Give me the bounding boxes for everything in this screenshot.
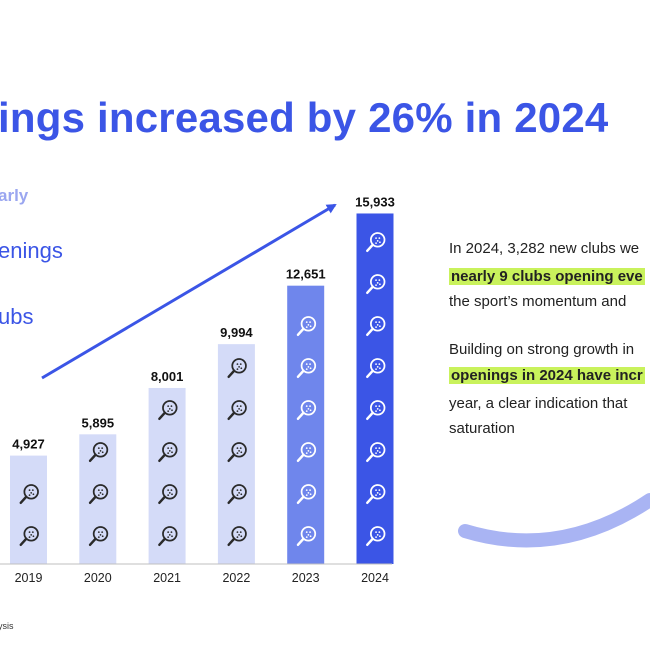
x-tick-label: 2024 xyxy=(361,571,389,585)
bar-value-label: 12,651 xyxy=(286,267,326,282)
paragraph-2-line-1: Building on strong growth in xyxy=(449,341,635,358)
x-tick-label: 2020 xyxy=(84,571,112,585)
bar-2023 xyxy=(287,285,325,564)
bar-value-label: 5,895 xyxy=(82,415,115,430)
x-tick-label: 2021 xyxy=(153,571,181,585)
bar-value-label: 9,994 xyxy=(220,325,253,340)
x-tick-label: 2023 xyxy=(292,571,320,585)
bar-2020 xyxy=(79,434,117,564)
page-title: ings increased by 26% in 2024 xyxy=(0,94,609,141)
paragraph-2-line-4: saturation xyxy=(449,420,515,437)
bar-2021 xyxy=(148,387,186,564)
legend-item-2: enings xyxy=(0,238,63,263)
bar-2024 xyxy=(356,213,394,564)
x-tick-label: 2022 xyxy=(222,571,250,585)
highlight-text: openings in 2024 have incr xyxy=(449,367,645,384)
paragraph-2-line-2: openings in 2024 have incr xyxy=(449,366,645,386)
paragraph-1-line-1: In 2024, 3,282 new clubs we xyxy=(449,240,640,257)
paragraph-1-line-3: the sport’s momentum and xyxy=(449,293,627,310)
legend-item-3: ubs xyxy=(0,304,34,329)
decorative-swoosh xyxy=(458,493,650,548)
bar-value-label: 8,001 xyxy=(151,369,184,384)
bar-value-label: 15,933 xyxy=(355,194,395,209)
highlight-text: nearly 9 clubs opening eve xyxy=(449,268,645,285)
trend-arrow xyxy=(41,203,337,380)
x-tick-label: 2019 xyxy=(15,571,43,585)
bar-2019 xyxy=(10,455,47,564)
bar-2022 xyxy=(217,344,255,564)
legend-item-1: arly xyxy=(0,186,29,205)
paragraph-1-line-2: nearly 9 clubs opening eve xyxy=(449,267,645,287)
bar-value-label: 4,927 xyxy=(12,437,45,452)
source-footnote: ysis xyxy=(0,621,14,631)
paragraph-2-line-3: year, a clear indication that xyxy=(449,395,628,412)
